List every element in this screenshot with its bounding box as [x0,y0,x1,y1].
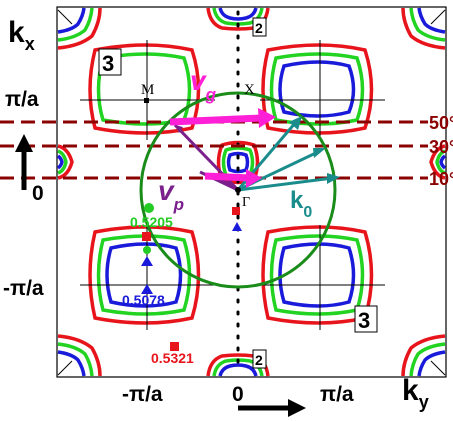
band-label-3-right: 3 [358,308,370,333]
corner-tl-blue [57,7,86,34]
pi-over-a-y: π/a [5,88,39,111]
edge-left-red [57,144,74,180]
minus-pi-over-a-y: -π/a [3,277,44,300]
minus-pi-over-a-x: -π/a [122,383,163,406]
point-X: X [244,82,255,98]
ll-contour-green [96,234,192,316]
point-M: M [141,82,154,98]
band-label-box-right [354,305,378,333]
angle-50: 50° [429,113,453,133]
marker-blue-triangle-2 [141,284,153,294]
corner-tr-green [409,7,446,42]
pi-over-a-x: π/a [320,383,354,406]
ul-contour-red [88,43,201,135]
corner-br-blue [417,350,446,377]
ur-contour-green [269,52,365,126]
corner-tr-blue [417,7,446,34]
kx-axis-label: kx [8,16,35,54]
corner-tl-red [57,7,102,50]
point-gamma: Γ [242,195,250,210]
k0-arrow-head-2 [313,148,326,158]
marker-red-square-2 [170,342,179,351]
value-green: 0.5205 [130,214,173,230]
band-label-box-bottom [252,349,267,369]
k0-arrow-head-1 [289,116,302,130]
vp-label: vp [158,175,184,214]
gamma-point [235,187,241,193]
kx-arrow-head [15,134,33,152]
ll-contour-blue [105,242,183,308]
band-label-box-left [98,48,122,76]
corner-bl-green [57,342,94,377]
corner-br-red [401,334,446,377]
lr-contour-blue [278,242,356,308]
marker-green-circle-2 [143,246,151,254]
marker-m-square [144,98,149,103]
band-label-3-left: 3 [102,51,114,76]
bottom-center-blue [218,363,258,377]
band-label-2-top: 2 [255,20,263,36]
angle-10: 10° [429,169,453,189]
edge-right-red [429,144,446,180]
corner-bl-blue [57,350,86,377]
marker-blue-triangle-1 [141,256,153,266]
k0-arrow-head-3 [327,173,340,184]
top-center-blue [218,7,258,21]
corner-tl-green [57,7,94,42]
ky-axis-label: ky [402,374,429,412]
marker-red-square-1 [142,232,151,241]
k0-label: k0 [290,187,312,221]
ur-contour-red [261,43,374,135]
edge-left-blue [56,154,64,170]
gamma-square [232,207,240,215]
vg-label: vg [190,65,217,104]
gamma-triangle [232,222,242,231]
edge-right-green [435,149,446,175]
zero-x: 0 [232,383,244,406]
value-red: 0.5321 [151,350,194,366]
vg-vectors [169,108,276,188]
corner-tr-red [401,7,446,50]
corner-bl-red [57,334,102,377]
value-blue: 0.5078 [122,292,165,308]
ky-arrow-head [288,399,306,417]
ll-contour-red [88,225,201,325]
edge-left-green [57,149,68,175]
zero-y: 0 [32,182,44,205]
marker-green-circle [144,203,154,213]
edge-right-blue [439,154,447,170]
angle-30: 30° [429,137,453,157]
ur-contour-blue [278,60,356,118]
equifrequency-circle [139,91,337,289]
corner-br-green [409,342,446,377]
band-label-box-top [252,17,267,37]
band-label-2-bottom: 2 [255,352,263,368]
zone-frame [56,6,447,378]
